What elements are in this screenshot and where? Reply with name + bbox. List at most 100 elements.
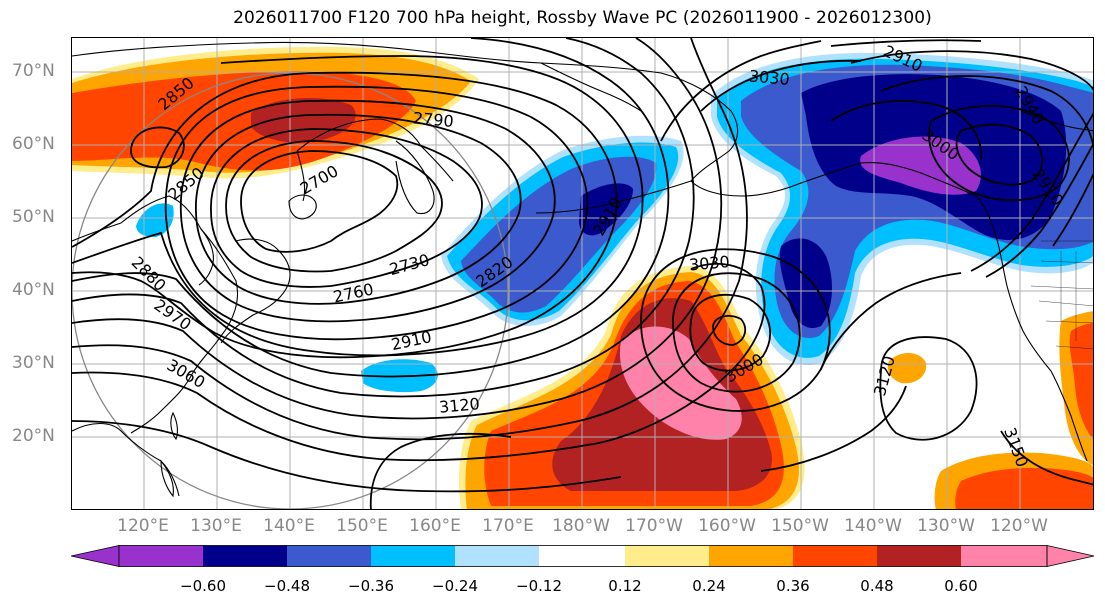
shade-hawaii-small xyxy=(887,352,927,384)
lon-label-160e: 160°E xyxy=(409,516,461,536)
colorbar-tick: −0.48 xyxy=(264,577,310,595)
lon-label-170e: 170°E xyxy=(482,516,534,536)
colorbar xyxy=(71,545,1095,567)
lon-label-130w: 130°W xyxy=(917,516,975,536)
coast-asia-east xyxy=(72,195,239,434)
coast-siberia-north xyxy=(72,41,662,74)
contour-2850 xyxy=(164,85,589,341)
colorbar-tick: 0.48 xyxy=(860,577,894,595)
contour-2700 xyxy=(240,150,399,253)
height-contours xyxy=(72,38,1093,509)
contour-label: 3030 xyxy=(688,252,730,274)
lat-label-50n: 50°N xyxy=(12,207,55,227)
lon-label-120e: 120°E xyxy=(117,516,169,536)
shade-siberia-red xyxy=(72,71,416,171)
contour-2850-east xyxy=(955,123,1044,186)
lon-label-140w: 140°W xyxy=(844,516,902,536)
contour-label: 2760 xyxy=(332,279,376,306)
lon-label-170w: 170°W xyxy=(625,516,683,536)
coast-asia-south xyxy=(72,422,180,497)
coast-us-west xyxy=(1050,370,1088,462)
contour-3000 xyxy=(72,38,723,420)
coast-japan xyxy=(220,238,291,344)
colorbar-tick: −0.60 xyxy=(180,577,226,595)
shade-tropical-red xyxy=(955,467,1093,509)
lat-label-20n: 20°N xyxy=(12,426,55,446)
lon-label-130e: 130°E xyxy=(190,516,242,536)
shade-siberia-darkred xyxy=(251,98,356,143)
contour-2760 xyxy=(210,128,483,288)
colorbar-tick: −0.36 xyxy=(348,577,394,595)
coast-philippines xyxy=(160,459,174,498)
colorbar-bin xyxy=(961,545,1047,567)
colorbar-max-extend xyxy=(1046,545,1095,567)
coast-hokkaido xyxy=(288,194,317,220)
colorbar-bin xyxy=(793,545,877,567)
contour-3120 xyxy=(72,420,622,493)
contour-3060-low xyxy=(672,272,801,393)
contour-3090-link xyxy=(820,272,962,370)
contour-trough-lines-2 xyxy=(985,142,1093,278)
lon-label-180w: 180°W xyxy=(552,516,610,536)
lon-label-140e: 140°E xyxy=(263,516,315,536)
colorbar-bin xyxy=(455,545,539,567)
lon-label-120w: 120°W xyxy=(990,516,1048,536)
contour-2910-east xyxy=(880,75,1093,149)
map-canvas: 2850 2850 2790 2700 2730 2760 2820 2910 … xyxy=(72,38,1093,509)
contour-2970-east xyxy=(830,39,982,47)
contour-2940 xyxy=(72,38,670,378)
contour-3030-low xyxy=(689,293,771,372)
shade-pacific-pink xyxy=(619,326,742,440)
contour-2940-east xyxy=(850,50,1093,92)
contour-2970 xyxy=(72,38,695,398)
coast-sakhalin xyxy=(296,150,306,202)
contour-3120-high xyxy=(879,336,978,441)
colorbar-tick: 0.24 xyxy=(692,577,726,595)
contour-label: 2730 xyxy=(387,250,431,279)
contour-trough-lines-3 xyxy=(1052,173,1093,247)
contour-3030-east xyxy=(700,59,862,112)
colorbar-bin xyxy=(539,545,625,567)
colorbar-tick: 0.60 xyxy=(944,577,978,595)
colorbar-bin xyxy=(287,545,371,567)
coast-aleutians xyxy=(535,180,692,214)
contour-3000-low xyxy=(712,315,747,346)
lat-label-30n: 30°N xyxy=(12,353,55,373)
coastlines xyxy=(72,41,1093,498)
coast-hudson xyxy=(1020,110,1093,132)
contour-label: 3030 xyxy=(748,66,790,88)
lon-label-150e: 150°E xyxy=(336,516,388,536)
colorbar-tick: 0.36 xyxy=(776,577,810,595)
colorbar-tick: −0.24 xyxy=(432,577,478,595)
contour-2910 xyxy=(72,55,644,357)
contour-3030 xyxy=(72,38,748,441)
contour-3060-east xyxy=(660,40,822,142)
colorbar-bin xyxy=(625,545,709,567)
map-title: 2026011700 F120 700 hPa height, Rossby W… xyxy=(233,8,932,28)
lon-label-160w: 160°W xyxy=(698,516,756,536)
colorbar-outline xyxy=(118,545,1048,567)
contour-3030-high xyxy=(598,263,766,444)
contour-2880-east xyxy=(928,104,1070,202)
contour-3150-west xyxy=(369,432,512,509)
colorbar-bin xyxy=(119,545,203,567)
contour-trough-lines xyxy=(970,112,1093,272)
colorbar-bin xyxy=(709,545,793,567)
political-boundaries xyxy=(1030,240,1093,350)
contour-2790 xyxy=(195,113,522,305)
contour-3000-east xyxy=(830,100,982,162)
coast-alaska xyxy=(660,72,977,197)
map-panel: 2850 2850 2790 2700 2730 2760 2820 2910 … xyxy=(71,37,1094,510)
colorbar-bin xyxy=(371,545,455,567)
contour-label: 2970 xyxy=(151,295,195,334)
lon-label-150w: 150°W xyxy=(771,516,829,536)
lat-label-40n: 40°N xyxy=(12,280,55,300)
shade-japan-small-cyan xyxy=(136,203,174,237)
range-circle xyxy=(72,72,509,509)
positive-anomaly-shading xyxy=(72,46,1093,509)
contour-3150-east xyxy=(1000,430,1093,486)
colorbar-tick: −0.12 xyxy=(516,577,562,595)
contour-2880 xyxy=(72,71,618,359)
contour-3060 xyxy=(72,371,600,462)
contour-label: 3120 xyxy=(438,394,480,416)
